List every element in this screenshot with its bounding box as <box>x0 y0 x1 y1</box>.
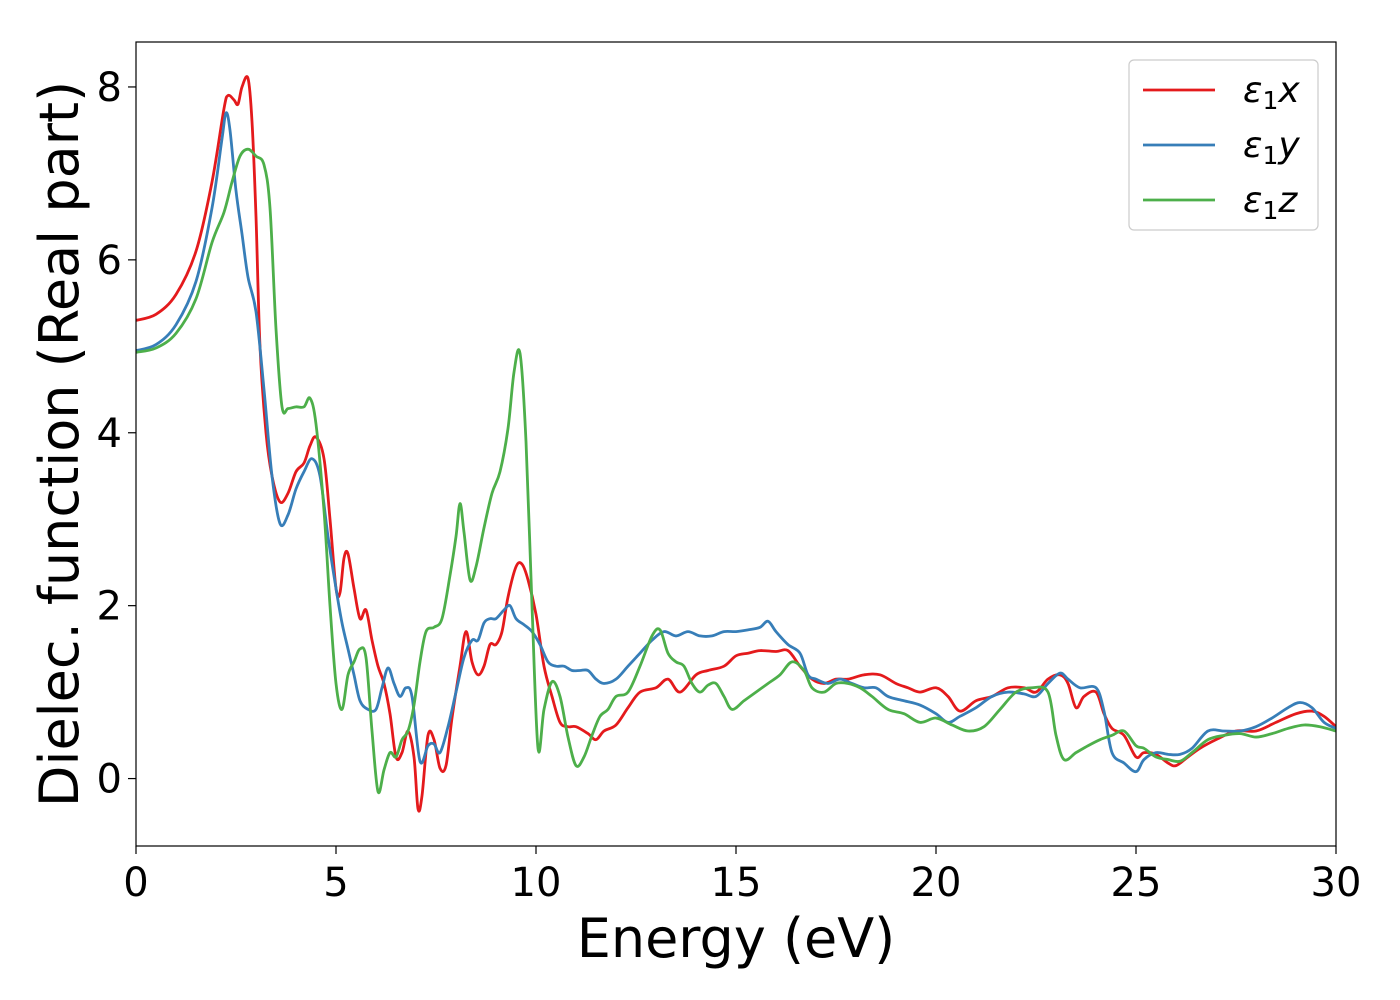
x-tick-label: 20 <box>911 860 962 906</box>
y-tick-label: 0 <box>97 757 122 803</box>
x-axis-label: Energy (eV) <box>577 907 896 970</box>
x-tick-label: 30 <box>1311 860 1362 906</box>
legend: ε1x ε1y ε1z <box>1128 59 1319 231</box>
series-line-x <box>136 75 1336 813</box>
legend-box <box>1128 59 1319 231</box>
x-tick-label: 0 <box>123 860 148 906</box>
y-tick-label: 4 <box>97 411 122 457</box>
legend-label-x: ε1x <box>1243 70 1300 115</box>
x-tick-label: 10 <box>511 860 562 906</box>
legend-entries: ε1x ε1y ε1z <box>1143 70 1300 225</box>
legend-label-y: ε1y <box>1243 125 1300 170</box>
series-layer <box>136 75 1336 813</box>
y-tick-label: 6 <box>97 238 122 284</box>
y-tick-label: 8 <box>97 65 122 111</box>
y-axis: 0 2 4 6 8 <box>97 65 136 803</box>
x-tick-label: 25 <box>1111 860 1162 906</box>
y-tick-label: 2 <box>97 584 122 630</box>
x-tick-label: 5 <box>323 860 348 906</box>
series-line-z <box>136 147 1336 795</box>
x-axis: 0 5 10 15 20 25 30 <box>123 846 1361 906</box>
x-tick-label: 15 <box>711 860 762 906</box>
y-axis-label: Dielec. function (Real part) <box>28 81 91 807</box>
legend-label-z: ε1z <box>1243 180 1298 225</box>
